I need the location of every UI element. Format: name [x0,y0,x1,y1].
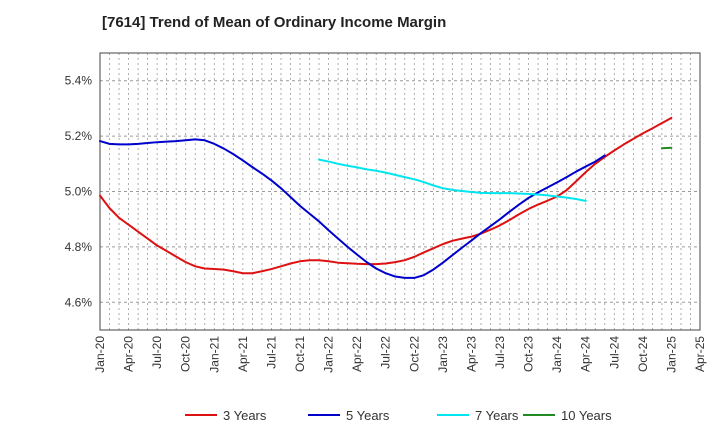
series-line-5-years [99,138,606,279]
x-tick-label: Apr-21 [236,336,250,372]
x-tick-label: Apr-20 [122,336,136,372]
x-tick-label: Jan-21 [207,336,221,373]
series-line-10-years [660,146,673,150]
x-tick-label: Apr-25 [693,336,707,372]
legend-label: 10 Years [561,408,612,423]
legend-item: 10 Years [523,408,612,423]
x-tick-label: Jul-23 [493,336,507,369]
gridlines [99,53,701,330]
legend: 3 Years 5 Years 7 Years 10 Years [185,408,612,423]
legend-label: 5 Years [346,408,390,423]
x-tick-label: Apr-24 [579,336,593,372]
x-tick-label: Apr-22 [350,336,364,372]
legend-label: 3 Years [223,408,267,423]
y-tick-label: 5.0% [65,185,93,199]
x-tick-label: Jan-22 [322,336,336,373]
y-tick-label: 5.4% [65,74,93,88]
x-tick-label: Apr-23 [464,336,478,372]
series-line-7-years [318,158,587,202]
y-tick-label: 5.2% [65,129,93,143]
legend-item: 5 Years [308,408,390,423]
x-tick-label: Oct-22 [407,336,421,372]
x-axis-ticks: Jan-20 Apr-20 Jul-20 Oct-20 Jan-21 Apr-21 Jul-… [93,336,707,373]
x-tick-label: Jul-21 [264,336,278,369]
series-line-3-years [99,116,673,275]
x-tick-label: Jul-20 [150,336,164,369]
plot-area [99,52,701,331]
x-tick-label: Oct-21 [293,336,307,372]
y-tick-label: 4.8% [65,240,93,254]
legend-label: 7 Years [475,408,519,423]
x-tick-label: Jan-24 [550,336,564,373]
x-tick-label: Jul-22 [379,336,393,369]
x-tick-label: Oct-24 [636,336,650,372]
x-tick-label: Jan-25 [664,336,678,373]
x-tick-label: Jan-23 [436,336,450,373]
y-tick-label: 4.6% [65,295,93,309]
x-tick-label: Jan-20 [93,336,107,373]
x-tick-label: Jul-24 [607,336,621,369]
legend-item: 3 Years [185,408,267,423]
chart-title: [7614] Trend of Mean of Ordinary Income … [102,14,447,31]
y-axis-ticks: 4.6% 4.8% 5.0% 5.2% 5.4% [65,74,93,310]
series-lines [99,116,673,279]
x-tick-label: Oct-20 [179,336,193,372]
legend-item: 7 Years [437,408,519,423]
x-tick-label: Oct-23 [522,336,536,372]
